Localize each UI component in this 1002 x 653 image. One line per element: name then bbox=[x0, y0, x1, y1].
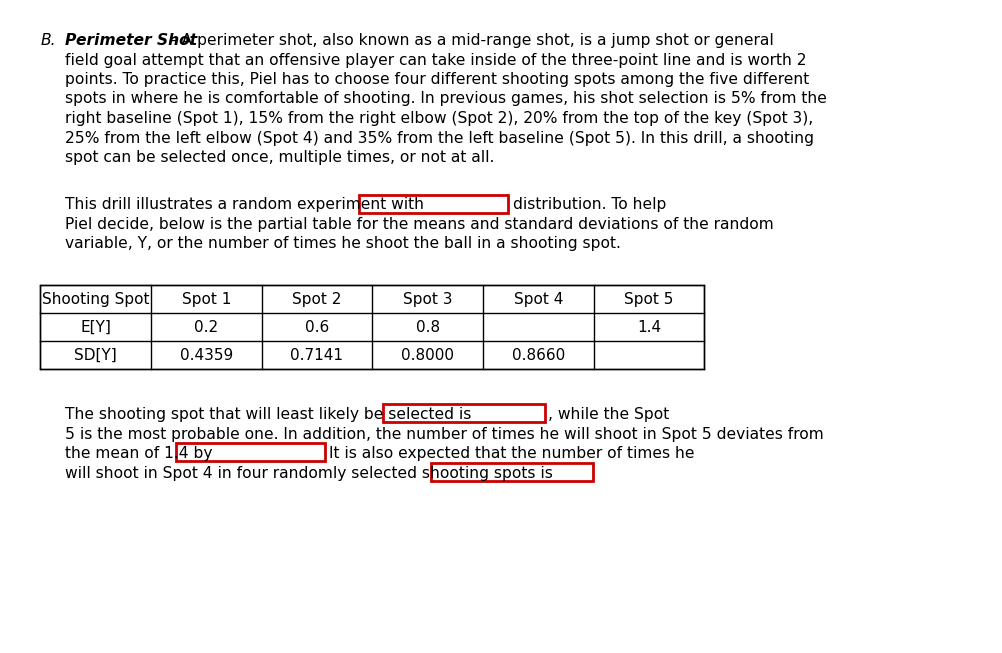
Bar bbox=[359, 195, 508, 213]
Text: 1.4: 1.4 bbox=[637, 320, 661, 335]
Text: SD[Y]: SD[Y] bbox=[74, 348, 117, 363]
Text: 0.8000: 0.8000 bbox=[401, 348, 454, 363]
Text: – A perimeter shot, also known as a mid-range shot, is a jump shot or general: – A perimeter shot, also known as a mid-… bbox=[169, 33, 775, 48]
Text: Spot 5: Spot 5 bbox=[624, 292, 673, 307]
Text: 25% from the left elbow (Spot 4) and 35% from the left baseline (Spot 5). In thi: 25% from the left elbow (Spot 4) and 35%… bbox=[65, 131, 815, 146]
Text: 0.7141: 0.7141 bbox=[291, 348, 344, 363]
Text: Spot 4: Spot 4 bbox=[514, 292, 563, 307]
Text: right baseline (Spot 1), 15% from the right elbow (Spot 2), 20% from the top of : right baseline (Spot 1), 15% from the ri… bbox=[65, 111, 814, 126]
Text: the mean of 1.4 by: the mean of 1.4 by bbox=[65, 446, 212, 461]
Text: 0.6: 0.6 bbox=[305, 320, 329, 335]
Text: This drill illustrates a random experiment with: This drill illustrates a random experime… bbox=[65, 197, 425, 212]
Text: field goal attempt that an offensive player can take inside of the three-point l: field goal attempt that an offensive pla… bbox=[65, 52, 807, 67]
Text: 5 is the most probable one. In addition, the number of times he will shoot in Sp: 5 is the most probable one. In addition,… bbox=[65, 427, 825, 441]
Bar bbox=[431, 463, 592, 481]
Text: points. To practice this, Piel has to choose four different shooting spots among: points. To practice this, Piel has to ch… bbox=[65, 72, 810, 87]
Text: will shoot in Spot 4 in four randomly selected shooting spots is: will shoot in Spot 4 in four randomly se… bbox=[65, 466, 553, 481]
Text: 0.8: 0.8 bbox=[416, 320, 440, 335]
Text: 0.2: 0.2 bbox=[194, 320, 218, 335]
Text: Shooting Spot: Shooting Spot bbox=[42, 292, 149, 307]
Bar bbox=[40, 285, 704, 369]
Text: Spot 3: Spot 3 bbox=[403, 292, 452, 307]
Text: spot can be selected once, multiple times, or not at all.: spot can be selected once, multiple time… bbox=[65, 150, 495, 165]
Text: distribution. To help: distribution. To help bbox=[513, 197, 666, 212]
Text: variable, Y, or the number of times he shoot the ball in a shooting spot.: variable, Y, or the number of times he s… bbox=[65, 236, 621, 251]
Text: Piel decide, below is the partial table for the means and standard deviations of: Piel decide, below is the partial table … bbox=[65, 217, 775, 232]
Text: E[Y]: E[Y] bbox=[80, 320, 111, 335]
Text: Spot 1: Spot 1 bbox=[181, 292, 231, 307]
Text: , while the Spot: , while the Spot bbox=[548, 407, 669, 422]
Text: It is also expected that the number of times he: It is also expected that the number of t… bbox=[329, 446, 694, 461]
Text: 0.8660: 0.8660 bbox=[512, 348, 565, 363]
Text: spots in where he is comfortable of shooting. In previous games, his shot select: spots in where he is comfortable of shoo… bbox=[65, 91, 828, 106]
Text: Perimeter Shot: Perimeter Shot bbox=[65, 33, 197, 48]
Text: The shooting spot that will least likely be selected is: The shooting spot that will least likely… bbox=[65, 407, 472, 422]
Text: Spot 2: Spot 2 bbox=[293, 292, 342, 307]
Bar bbox=[176, 443, 326, 461]
Text: 0.4359: 0.4359 bbox=[179, 348, 233, 363]
Bar bbox=[383, 404, 544, 422]
Text: B.: B. bbox=[40, 33, 56, 48]
